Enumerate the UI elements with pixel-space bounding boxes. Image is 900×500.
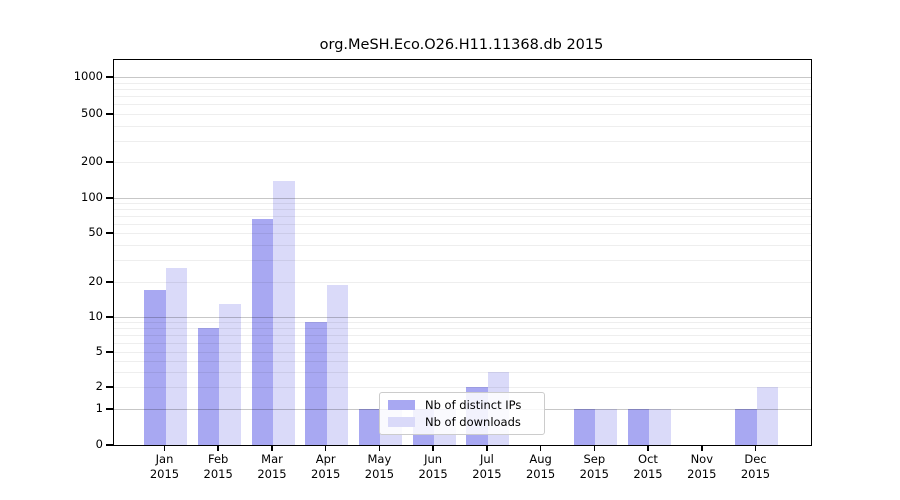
y-tick-mark <box>106 232 113 234</box>
bars-layer <box>114 60 811 445</box>
y-tick-mark <box>106 113 113 115</box>
x-tick-label: Jan 2015 <box>149 452 180 481</box>
bar-distinct-ips <box>305 322 327 445</box>
y-tick-label: 50 <box>88 225 103 239</box>
x-tick-mark <box>701 445 703 451</box>
x-tick-label: Sep 2015 <box>579 452 609 481</box>
legend-item-distinct-ips: Nb of distinct IPs <box>388 398 536 412</box>
bar-distinct-ips <box>251 219 273 445</box>
bar-downloads <box>165 268 187 445</box>
x-tick-mark <box>324 445 327 451</box>
y-tick-mark <box>106 351 113 353</box>
y-tick-label: 0 <box>95 437 103 451</box>
y-tick-mark <box>106 76 113 78</box>
y-tick-mark <box>106 386 113 388</box>
bar-distinct-ips <box>358 409 381 445</box>
bar-distinct-ips <box>197 328 220 445</box>
x-tick-mark <box>754 445 757 451</box>
legend-swatch-distinct-ips <box>388 400 415 410</box>
y-tick-label: 5 <box>95 344 103 358</box>
x-tick-label: Aug 2015 <box>525 452 556 481</box>
x-tick-mark <box>271 445 273 451</box>
y-tick-label: 1000 <box>73 69 103 83</box>
legend: Nb of distinct IPs Nb of downloads <box>379 392 545 435</box>
y-tick-label: 200 <box>81 154 103 168</box>
bar-distinct-ips <box>627 409 649 445</box>
bar-downloads <box>219 303 241 445</box>
x-tick-mark <box>647 445 649 451</box>
legend-item-downloads: Nb of downloads <box>388 415 536 429</box>
legend-label-downloads: Nb of downloads <box>425 415 521 429</box>
bar-downloads <box>649 409 671 445</box>
x-tick-mark <box>593 445 596 451</box>
y-tick-mark <box>106 408 113 410</box>
y-tick-label: 2 <box>95 379 103 393</box>
y-tick-label: 20 <box>88 274 103 288</box>
bar-downloads <box>756 387 778 445</box>
bar-downloads <box>273 180 295 445</box>
bar-distinct-ips <box>144 290 166 445</box>
y-tick-mark <box>106 161 113 163</box>
bar-distinct-ips <box>735 409 757 445</box>
x-tick-label: May 2015 <box>364 452 395 481</box>
x-tick-label: Jul 2015 <box>472 452 502 481</box>
x-tick-mark <box>163 445 166 451</box>
x-tick-mark <box>539 445 542 451</box>
y-tick-label: 10 <box>88 309 103 323</box>
y-tick-mark <box>106 444 113 446</box>
y-tick-label: 500 <box>81 106 103 120</box>
x-tick-label: Apr 2015 <box>311 452 341 481</box>
x-tick-label: Oct 2015 <box>633 452 663 481</box>
x-tick-mark <box>432 445 434 451</box>
x-tick-mark <box>486 445 488 451</box>
bar-downloads <box>326 284 349 445</box>
legend-label-distinct-ips: Nb of distinct IPs <box>425 398 522 412</box>
y-tick-mark <box>106 316 113 318</box>
y-tick-mark <box>106 197 113 199</box>
bar-downloads <box>595 409 617 445</box>
x-tick-label: Jun 2015 <box>418 452 448 481</box>
x-tick-label: Mar 2015 <box>257 452 287 481</box>
x-tick-label: Feb 2015 <box>203 452 233 481</box>
x-tick-mark <box>378 445 381 451</box>
y-tick-label: 100 <box>81 190 103 204</box>
x-tick-label: Nov 2015 <box>687 452 717 481</box>
legend-swatch-downloads <box>388 417 415 427</box>
bar-distinct-ips <box>573 409 596 445</box>
y-tick-label: 1 <box>95 401 103 415</box>
plot-area: Nb of distinct IPs Nb of downloads <box>113 59 812 446</box>
x-tick-label: Dec 2015 <box>740 452 771 481</box>
chart-title: org.MeSH.Eco.O26.H11.11368.db 2015 <box>319 37 604 53</box>
x-tick-mark <box>217 445 219 451</box>
y-tick-mark <box>106 281 113 283</box>
